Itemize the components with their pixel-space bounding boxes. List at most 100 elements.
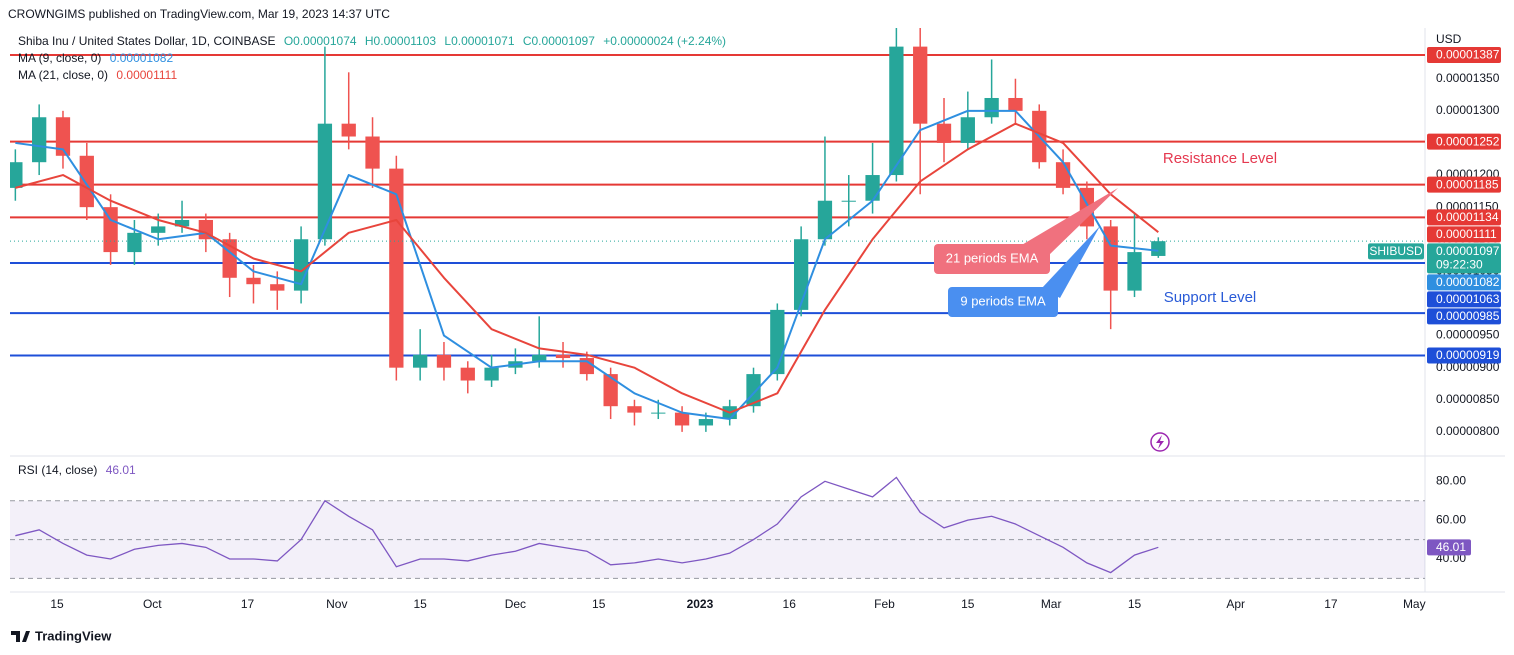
- x-tick-label: 15: [961, 597, 975, 611]
- candle-body: [603, 374, 618, 407]
- price-tag: [1427, 133, 1501, 150]
- rsi-tick-label: 80.00: [1436, 473, 1466, 487]
- footer: TradingView: [35, 628, 112, 643]
- price-tag-label: 0.00001134: [1436, 210, 1499, 224]
- x-tick-label: 15: [1128, 597, 1142, 611]
- candle-body: [127, 232, 142, 253]
- candle-body: [793, 239, 809, 310]
- price-tag-label: 0.00001111: [1436, 227, 1497, 241]
- candle-body: [1151, 241, 1166, 256]
- candle-body: [79, 155, 94, 208]
- header: CROWNGIMS published on TradingView.com, …: [8, 7, 390, 21]
- candle-body: [627, 406, 642, 413]
- candle-body: [770, 309, 785, 375]
- candle-body: [817, 200, 833, 240]
- candle-body: [555, 354, 571, 359]
- price-tag: [1427, 243, 1501, 274]
- price-tag: [1427, 209, 1501, 226]
- price-tag: [1427, 274, 1501, 291]
- candle-body: [460, 367, 475, 381]
- x-tick-label: Oct: [143, 597, 162, 611]
- legend-ma9: MA (9, close, 0) 0.00001082: [18, 51, 178, 65]
- price-tag: [1427, 347, 1501, 364]
- x-tick-label: 15: [592, 597, 606, 611]
- candle-body: [10, 162, 23, 188]
- price-tag-label: 0.00000919: [1436, 348, 1500, 362]
- rsi-pane: [10, 476, 1425, 579]
- currency-label: USD: [1436, 32, 1462, 46]
- x-tick-label: Apr: [1226, 597, 1245, 611]
- y-tick-label: 0.00000800: [1436, 424, 1500, 438]
- x-tick-label: 17: [1324, 597, 1338, 611]
- x-tick-label: 15: [413, 597, 427, 611]
- price-tag-label: 0.00001185: [1436, 177, 1499, 191]
- candle-body: [1055, 162, 1071, 188]
- price-tag-label: 0.00001063: [1436, 292, 1500, 306]
- price-tag: [1427, 308, 1501, 325]
- rsi-tick-label: 60.00: [1436, 512, 1466, 526]
- candle-body: [151, 226, 166, 233]
- price-pane: [10, 28, 1425, 432]
- candle-body: [889, 46, 904, 176]
- candle-body: [389, 168, 404, 368]
- footer-logo: [11, 631, 30, 642]
- x-tick-label: 17: [241, 597, 255, 611]
- candle-body: [698, 419, 714, 426]
- candle-body: [484, 367, 499, 381]
- symbol-tag-label: SHIBUSD: [1369, 244, 1423, 258]
- candle-body: [1127, 252, 1142, 291]
- annotation-text: 9 periods EMA: [960, 293, 1046, 308]
- candle-body: [174, 219, 190, 227]
- rsi-tag: [1427, 539, 1471, 556]
- ma-value: 0.00001082: [109, 51, 174, 65]
- candle-body: [341, 123, 356, 137]
- candle-body: [1103, 226, 1118, 291]
- rsi-tag-label: 46.01: [1436, 540, 1466, 554]
- symbol-title: Shiba Inu / United States Dollar, 1D, CO…: [18, 34, 276, 48]
- ma-name: MA (21, close, 0): [18, 68, 109, 82]
- annotation-box: [948, 287, 1058, 317]
- candle-body: [984, 97, 999, 118]
- price-tag: [1427, 176, 1501, 193]
- candle-body: [413, 354, 428, 368]
- legend-ma21: MA (21, close, 0) 0.00001111: [18, 68, 182, 82]
- candle-body: [270, 284, 285, 291]
- annotation-text: 21 periods EMA: [946, 250, 1039, 265]
- ohlc: H0.00001103: [364, 34, 437, 48]
- price-tag: [1427, 46, 1501, 63]
- candle-body: [841, 200, 856, 202]
- x-tick-label: Dec: [505, 597, 526, 611]
- candle-body: [436, 354, 452, 368]
- rsi-line: [15, 476, 1159, 574]
- price-tag-label: 0.00001082: [1436, 275, 1500, 289]
- ma-value: 0.00001111: [116, 68, 178, 82]
- candle-body: [960, 117, 975, 143]
- annotation-box: [934, 244, 1050, 274]
- candle-body: [32, 117, 47, 163]
- ohlc: +0.00000024 (+2.24%): [603, 34, 727, 48]
- ohlc: L0.00001071: [444, 34, 515, 48]
- candle-body: [1008, 97, 1023, 111]
- ohlc: O0.00001074: [283, 34, 357, 48]
- x-tick-label: 2023: [687, 597, 714, 611]
- lightning-icon[interactable]: [1150, 432, 1170, 452]
- legend-main: Shiba Inu / United States Dollar, 1D, CO…: [18, 34, 731, 48]
- ohlc: C0.00001097: [522, 34, 595, 48]
- annotation-text: Support Level: [1164, 289, 1257, 306]
- candle-body: [651, 412, 666, 414]
- ma-name: MA (9, close, 0): [18, 51, 102, 65]
- rsi-band: [10, 500, 1425, 579]
- x-tick-label: Mar: [1041, 597, 1062, 611]
- countdown: 09:22:30: [1436, 258, 1483, 272]
- rsi-name: RSI (14, close): [18, 463, 98, 477]
- candle-body: [674, 412, 690, 426]
- y-tick-label: 0.00000950: [1436, 328, 1500, 342]
- annotation-arrow: [1042, 226, 1100, 298]
- candle-body: [365, 136, 380, 169]
- candle-body: [865, 175, 880, 201]
- rsi-value: 46.01: [105, 463, 136, 477]
- annotation-text: Resistance Level: [1163, 150, 1277, 167]
- ma-line: [15, 122, 1159, 414]
- price-tag: [1427, 226, 1501, 243]
